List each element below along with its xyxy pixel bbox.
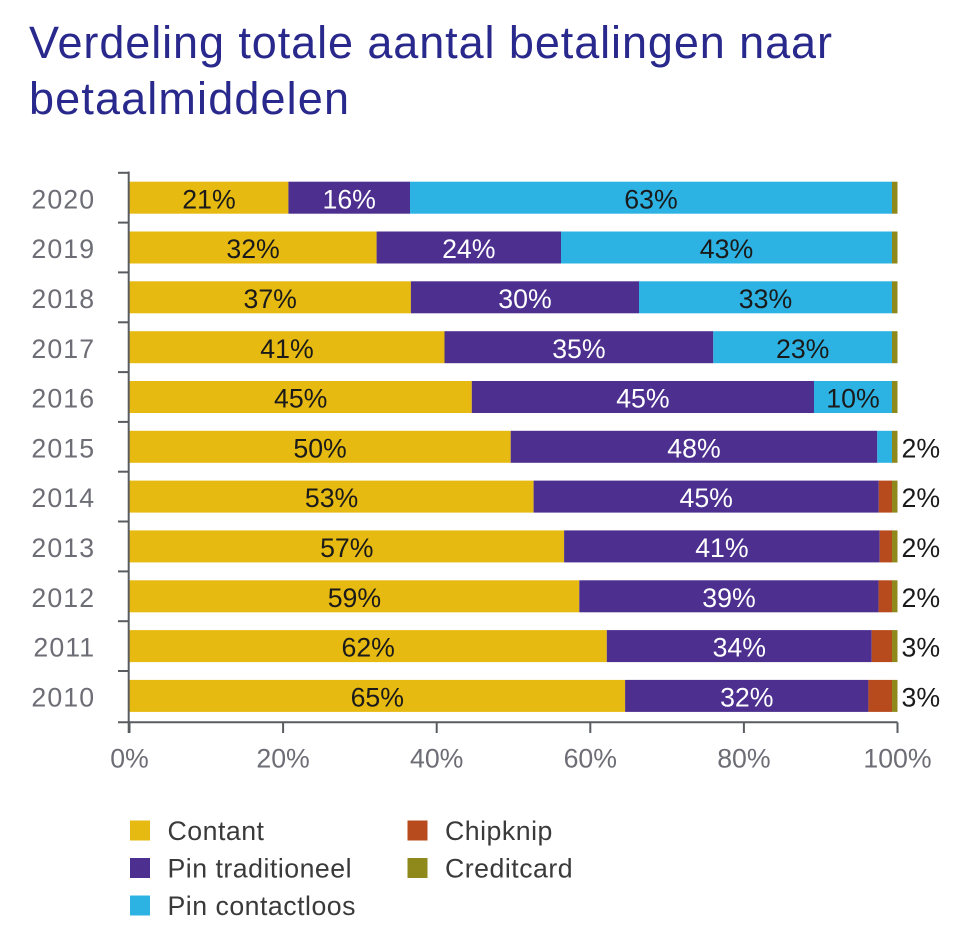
svg-text:45%: 45% bbox=[616, 384, 669, 414]
svg-text:2012: 2012 bbox=[31, 583, 95, 613]
svg-text:32%: 32% bbox=[226, 234, 279, 264]
svg-text:21%: 21% bbox=[182, 184, 235, 214]
svg-text:2014: 2014 bbox=[31, 483, 95, 513]
svg-text:100%: 100% bbox=[863, 744, 931, 774]
svg-text:32%: 32% bbox=[720, 683, 773, 713]
svg-text:59%: 59% bbox=[328, 583, 381, 613]
svg-text:Creditcard: Creditcard bbox=[445, 853, 573, 883]
svg-text:63%: 63% bbox=[624, 184, 677, 214]
svg-text:Pin contactloos: Pin contactloos bbox=[168, 891, 357, 921]
svg-text:2017: 2017 bbox=[31, 334, 95, 364]
svg-text:Pin traditioneel: Pin traditioneel bbox=[168, 853, 353, 883]
svg-text:2%: 2% bbox=[902, 583, 941, 613]
svg-text:60%: 60% bbox=[564, 744, 617, 774]
svg-text:41%: 41% bbox=[260, 334, 313, 364]
svg-text:45%: 45% bbox=[679, 483, 732, 513]
svg-text:43%: 43% bbox=[700, 234, 753, 264]
svg-text:2018: 2018 bbox=[31, 284, 95, 314]
svg-text:37%: 37% bbox=[243, 284, 296, 314]
svg-text:Verdeling totale aantal betali: Verdeling totale aantal betalingen naar bbox=[29, 17, 832, 68]
svg-text:2013: 2013 bbox=[31, 533, 95, 563]
svg-text:Contant: Contant bbox=[168, 816, 265, 846]
svg-text:23%: 23% bbox=[776, 334, 829, 364]
svg-text:50%: 50% bbox=[293, 433, 346, 463]
svg-text:40%: 40% bbox=[410, 744, 463, 774]
svg-text:16%: 16% bbox=[322, 184, 375, 214]
svg-text:0%: 0% bbox=[110, 744, 149, 774]
svg-text:20%: 20% bbox=[256, 744, 309, 774]
svg-text:24%: 24% bbox=[442, 234, 495, 264]
svg-text:80%: 80% bbox=[717, 744, 770, 774]
svg-text:53%: 53% bbox=[305, 483, 358, 513]
svg-text:2011: 2011 bbox=[33, 633, 95, 663]
svg-text:35%: 35% bbox=[552, 334, 605, 364]
svg-text:2%: 2% bbox=[902, 483, 941, 513]
svg-text:62%: 62% bbox=[341, 633, 394, 663]
svg-text:2016: 2016 bbox=[31, 384, 95, 414]
svg-text:2%: 2% bbox=[902, 533, 941, 563]
svg-text:2019: 2019 bbox=[31, 234, 95, 264]
svg-text:3%: 3% bbox=[902, 633, 941, 663]
svg-text:Chipknip: Chipknip bbox=[445, 816, 553, 846]
svg-text:betaalmiddelen: betaalmiddelen bbox=[29, 73, 349, 124]
svg-text:3%: 3% bbox=[902, 683, 941, 713]
svg-text:30%: 30% bbox=[498, 284, 551, 314]
svg-text:45%: 45% bbox=[274, 384, 327, 414]
svg-text:2%: 2% bbox=[902, 433, 941, 463]
svg-text:2020: 2020 bbox=[31, 184, 95, 214]
svg-text:41%: 41% bbox=[695, 533, 748, 563]
svg-text:39%: 39% bbox=[702, 583, 755, 613]
svg-text:65%: 65% bbox=[351, 683, 404, 713]
svg-text:57%: 57% bbox=[320, 533, 373, 563]
svg-text:2015: 2015 bbox=[31, 433, 95, 463]
svg-text:10%: 10% bbox=[826, 384, 879, 414]
svg-text:34%: 34% bbox=[713, 633, 766, 663]
svg-text:33%: 33% bbox=[739, 284, 792, 314]
svg-text:2010: 2010 bbox=[31, 683, 95, 713]
svg-text:48%: 48% bbox=[667, 433, 720, 463]
